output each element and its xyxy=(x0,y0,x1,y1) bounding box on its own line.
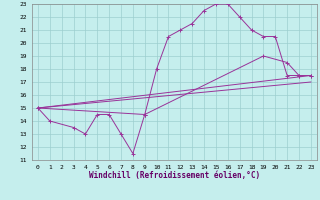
X-axis label: Windchill (Refroidissement éolien,°C): Windchill (Refroidissement éolien,°C) xyxy=(89,171,260,180)
